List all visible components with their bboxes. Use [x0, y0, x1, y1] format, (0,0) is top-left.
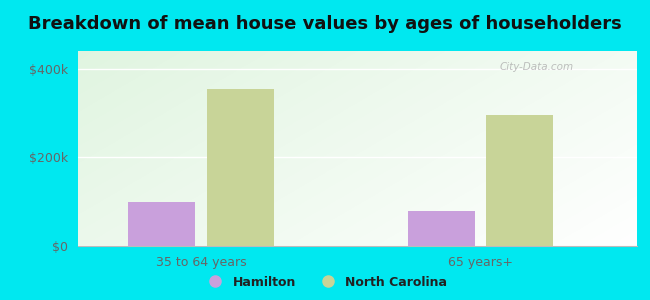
Text: Breakdown of mean house values by ages of householders: Breakdown of mean house values by ages o… [28, 15, 622, 33]
Bar [486, 115, 553, 246]
Text: City-Data.com: City-Data.com [499, 61, 573, 72]
Bar [128, 202, 196, 246]
Bar [408, 211, 475, 246]
Legend: Hamilton, North Carolina: Hamilton, North Carolina [198, 271, 452, 294]
Bar [207, 89, 274, 246]
